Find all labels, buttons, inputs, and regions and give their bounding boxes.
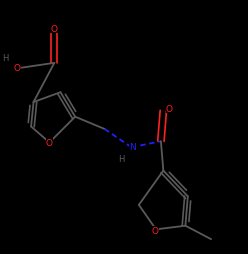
Text: O: O bbox=[166, 104, 173, 113]
Text: O: O bbox=[46, 138, 53, 147]
Text: O: O bbox=[13, 64, 20, 73]
Text: O: O bbox=[151, 226, 158, 235]
Text: O: O bbox=[51, 25, 58, 34]
Text: H: H bbox=[2, 54, 8, 63]
Text: H: H bbox=[119, 154, 125, 163]
Text: N: N bbox=[129, 142, 136, 151]
